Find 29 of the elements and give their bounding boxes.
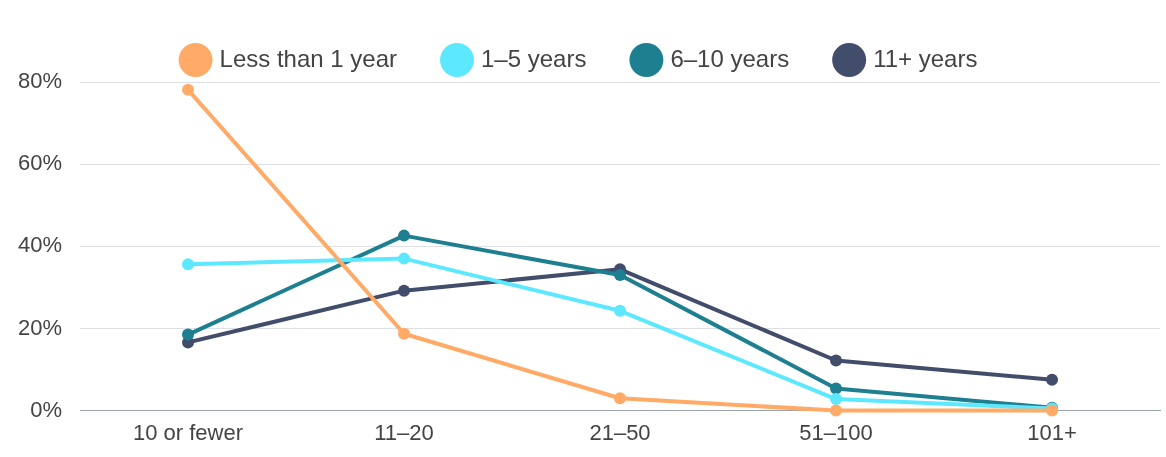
point	[398, 284, 411, 297]
y-tick-label: 40%	[17, 232, 63, 258]
x-tick-label: 21–50	[589, 419, 651, 445]
point	[614, 392, 627, 405]
y-tick-label: 0%	[30, 396, 63, 422]
x-tick-label: 11–20	[374, 419, 434, 445]
x-tick-label: 10 or fewer	[133, 419, 244, 445]
y-tick-label: 80%	[17, 68, 63, 94]
point	[614, 269, 627, 282]
point	[830, 393, 843, 406]
y-tick-label: 60%	[17, 150, 63, 176]
point	[830, 382, 843, 395]
point	[614, 304, 627, 317]
point	[398, 327, 411, 340]
x-tick-label: 51–100	[799, 419, 873, 445]
point	[830, 354, 843, 367]
x-tick-label: 101+	[1027, 419, 1077, 445]
point	[182, 258, 195, 271]
point	[1046, 373, 1058, 386]
legend-label: 6–10 years	[670, 44, 790, 72]
legend-label: 1–5 years	[481, 44, 587, 72]
legend-label: 11+ years	[873, 44, 978, 72]
point	[182, 83, 195, 96]
legend-label: Less than 1 year	[219, 44, 398, 72]
point	[398, 229, 411, 242]
point	[398, 252, 411, 265]
point	[182, 328, 195, 341]
y-tick-label: 20%	[17, 314, 63, 340]
point	[830, 404, 843, 417]
